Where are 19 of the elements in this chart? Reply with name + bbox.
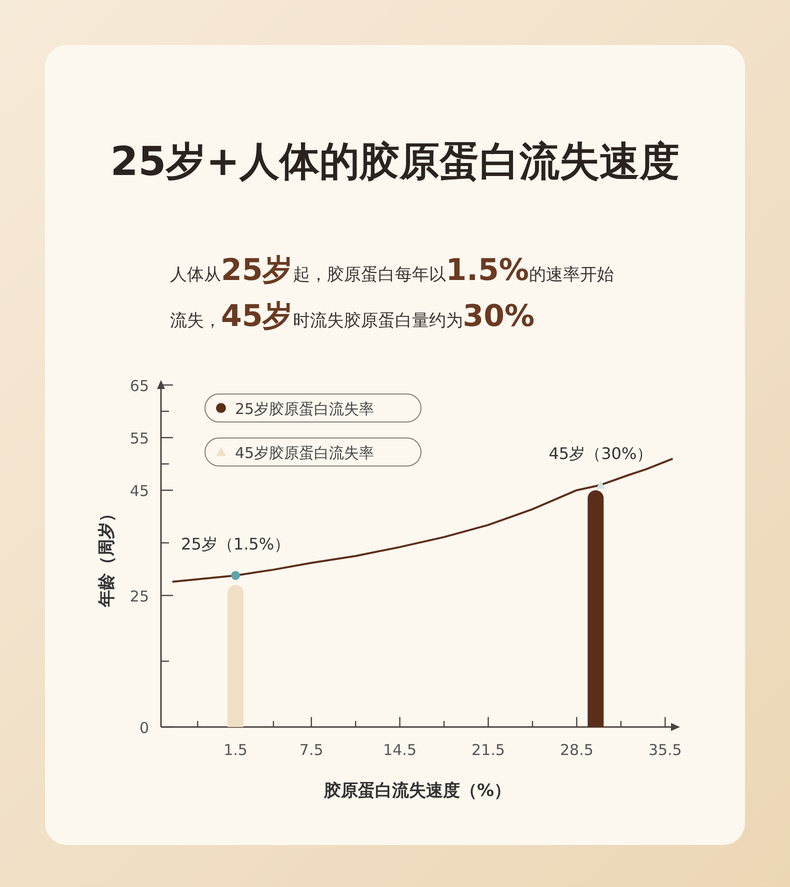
x-tick-label: 28.5 (560, 741, 594, 759)
x-axis-title: 胶原蛋白流失速度（%） (322, 781, 512, 801)
x-tick-label: 14.5 (383, 741, 417, 759)
y-axis-title: 年龄（周岁） (97, 505, 117, 608)
annotation: 45岁（30%） (548, 444, 653, 463)
y-tick-label: 65 (130, 377, 149, 395)
y-tick-label: 25 (130, 587, 149, 606)
y-tick-label: 45 (130, 482, 149, 500)
x-tick-label: 1.5 (224, 741, 248, 759)
y-tick-label: 55 (130, 430, 149, 448)
chart-title: 25岁+人体的胶原蛋白流失速度 (109, 138, 681, 187)
text: 人体从25岁起，胶原蛋白每年以1.5%的速率开始流失，45岁时流失胶原蛋白量约为30% (170, 253, 614, 334)
x-tick-label: 35.5 (648, 741, 682, 759)
legend-label: 25岁胶原蛋白流失率 (235, 400, 374, 418)
x-tick-label: 7.5 (299, 741, 324, 759)
legend-label: 45岁胶原蛋白流失率 (235, 444, 374, 462)
y-tick-label: 0 (139, 719, 149, 737)
annotation: 25岁（1.5%） (181, 534, 290, 554)
x-tick-label: 21.5 (472, 741, 505, 759)
